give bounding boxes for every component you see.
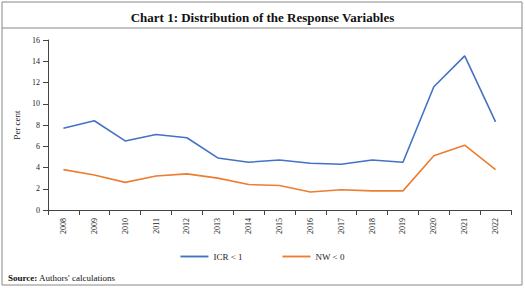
svg-text:Per cent: Per cent [12, 110, 22, 140]
svg-text:8: 8 [36, 121, 40, 130]
svg-text:ICR < 1: ICR < 1 [213, 252, 242, 262]
svg-text:2009: 2009 [90, 218, 99, 234]
svg-text:NW < 0: NW < 0 [316, 252, 345, 262]
svg-text:2020: 2020 [429, 218, 438, 234]
svg-text:2011: 2011 [152, 218, 161, 234]
svg-text:16: 16 [32, 36, 40, 45]
svg-text:2: 2 [36, 184, 40, 193]
svg-text:12: 12 [32, 78, 40, 87]
svg-text:2022: 2022 [491, 218, 500, 234]
svg-text:Authors' calculations: Authors' calculations [37, 273, 115, 283]
svg-text:2013: 2013 [213, 218, 222, 234]
svg-text:2019: 2019 [398, 218, 407, 234]
svg-text:2018: 2018 [368, 218, 377, 234]
svg-text:2021: 2021 [460, 218, 469, 234]
svg-text:2017: 2017 [337, 218, 346, 234]
svg-text:2010: 2010 [121, 218, 130, 234]
svg-text:2014: 2014 [244, 218, 253, 234]
svg-text:4: 4 [36, 163, 40, 172]
svg-text:2012: 2012 [182, 218, 191, 234]
svg-text:6: 6 [36, 142, 40, 151]
svg-text:2016: 2016 [306, 218, 315, 234]
svg-text:10: 10 [32, 99, 40, 108]
svg-text:2015: 2015 [275, 218, 284, 234]
svg-text:Chart 1: Distribution of the R: Chart 1: Distribution of the Response Va… [131, 10, 395, 25]
svg-text:0: 0 [36, 206, 40, 215]
svg-text:Source:: Source: [8, 273, 37, 283]
svg-text:2008: 2008 [59, 218, 68, 234]
svg-text:14: 14 [32, 57, 40, 66]
